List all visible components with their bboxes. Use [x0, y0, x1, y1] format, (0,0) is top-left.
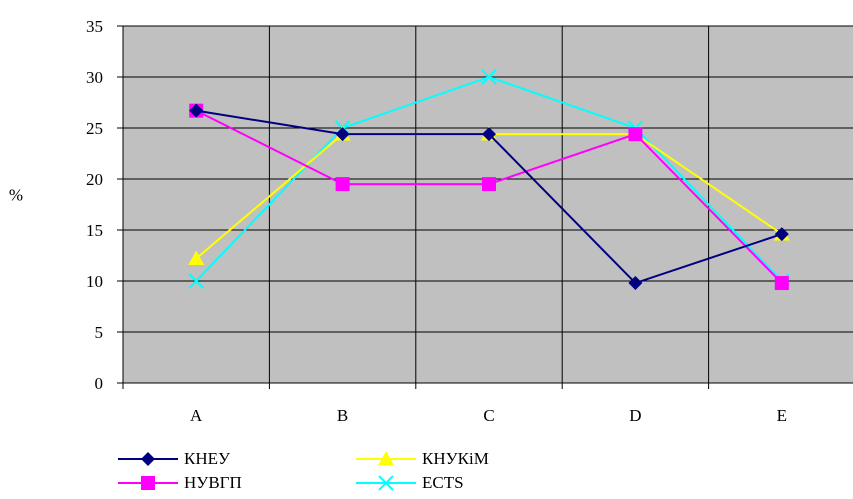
data-point-1-3: [628, 127, 643, 142]
legend-label-1: НУВГП: [184, 473, 242, 492]
x-tick-labels: A B C D E: [190, 406, 787, 425]
line-chart: 0 5 10 15 20 25 30 35 A B C D E %: [9, 17, 853, 425]
legend-label-2: КНУКіМ: [422, 449, 489, 468]
legend-symbol-2: [356, 451, 416, 466]
legend-marker: [378, 475, 394, 491]
x-tick-label: E: [777, 406, 787, 425]
y-tick-label: 35: [86, 17, 103, 36]
y-tick-label: 5: [95, 323, 104, 342]
data-point-1-4: [774, 276, 789, 291]
y-tick-label: 10: [86, 272, 103, 291]
plot-area: [123, 26, 853, 383]
series-group: [188, 69, 790, 291]
data-point-0-0: [189, 103, 204, 118]
x-tick-label: B: [337, 406, 348, 425]
x-tick-label: D: [629, 406, 641, 425]
x-tick-label: A: [190, 406, 203, 425]
legend-item-2: КНУКіМ: [356, 448, 489, 470]
data-point-2-0: [188, 250, 205, 265]
legend-marker: [378, 451, 394, 466]
data-point-0-4: [774, 227, 789, 242]
axes: [117, 25, 853, 389]
y-tick-label: 25: [86, 119, 103, 138]
data-point-0-2: [482, 127, 496, 142]
legend-symbol-1: [118, 476, 178, 490]
y-axis-label: %: [9, 186, 23, 205]
legend-marker: [141, 452, 155, 466]
y-tick-labels: 0 5 10 15 20 25 30 35: [86, 17, 103, 393]
data-point-1-1: [335, 177, 350, 192]
y-tick-label: 20: [86, 170, 103, 189]
x-tick-label: C: [483, 406, 494, 425]
x-marker-stroke: [378, 475, 394, 491]
legend-symbol-0: [118, 452, 178, 466]
legend-label-3: ECTS: [422, 473, 464, 492]
data-point-1-2: [482, 177, 496, 192]
legend-item-1: НУВГП: [118, 472, 242, 494]
y-tick-label: 30: [86, 68, 103, 87]
x-marker-stroke: [188, 273, 204, 289]
legend-symbol-3: [356, 475, 416, 491]
legend-marker: [141, 476, 155, 490]
legend-label-0: КНЕУ: [184, 449, 231, 468]
legend: КНЕУ НУВГП КНУКіМ ECTS: [118, 448, 618, 496]
data-point-0-3: [628, 276, 643, 291]
legend-item-3: ECTS: [356, 472, 464, 494]
legend-item-0: КНЕУ: [118, 448, 230, 470]
data-point-0-1: [335, 127, 350, 142]
y-tick-label: 15: [86, 221, 103, 240]
x-marker-stroke: [481, 69, 497, 85]
data-point-3-2: [481, 69, 497, 85]
y-tick-label: 0: [95, 374, 104, 393]
series-0: [189, 103, 789, 291]
data-point-3-0: [188, 273, 204, 289]
